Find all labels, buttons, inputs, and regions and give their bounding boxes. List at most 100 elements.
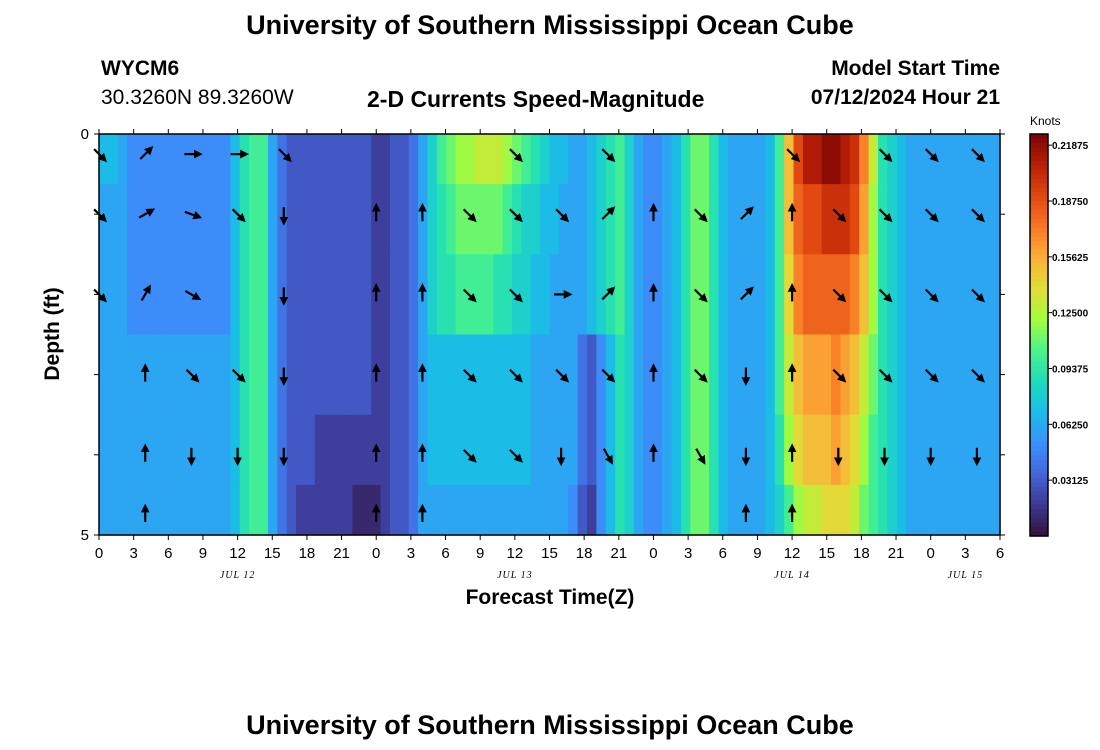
heatmap-cell xyxy=(849,254,860,336)
heatmap-cell xyxy=(680,134,691,185)
heatmap-cell xyxy=(793,334,804,416)
heatmap-cell xyxy=(596,334,607,416)
colorbar-segment xyxy=(1030,500,1048,506)
current-arrow xyxy=(555,208,570,223)
heatmap-cell xyxy=(136,184,147,255)
heatmap-cell xyxy=(981,134,992,185)
heatmap-cell xyxy=(831,254,842,336)
heatmap-cell xyxy=(859,254,870,336)
heatmap-cell xyxy=(652,134,663,185)
current-arrow xyxy=(878,148,893,163)
heatmap-cell xyxy=(709,254,720,336)
heatmap-cell xyxy=(596,184,607,255)
heatmap-cell xyxy=(990,134,1001,185)
heatmap-cell xyxy=(962,254,973,336)
heatmap-cell xyxy=(962,184,973,255)
heatmap-cell xyxy=(962,134,973,185)
heatmap-cell xyxy=(389,484,400,536)
heatmap-cell xyxy=(108,414,119,486)
heatmap-cell xyxy=(352,184,363,255)
heatmap-cell xyxy=(145,254,156,336)
colorbar-segment xyxy=(1030,486,1048,492)
heatmap-cell xyxy=(296,254,307,336)
heatmap-cell xyxy=(727,414,738,486)
colorbar-segment xyxy=(1030,156,1048,162)
colorbar-segment xyxy=(1030,312,1048,318)
heatmap-cell xyxy=(840,134,851,185)
heatmap-cell xyxy=(155,254,166,336)
heatmap-cell xyxy=(389,254,400,336)
heatmap-cell xyxy=(258,334,269,416)
heatmap-cell xyxy=(343,484,354,536)
heatmap-cell xyxy=(352,484,363,536)
heatmap-cell xyxy=(530,334,541,416)
heatmap-cell xyxy=(953,134,964,185)
colorbar-segment xyxy=(1030,388,1048,394)
heatmap-cell xyxy=(877,254,888,336)
colorbar-segment xyxy=(1030,379,1048,385)
heatmap-cell xyxy=(352,134,363,185)
colorbar-segment xyxy=(1030,317,1048,323)
heatmap-cell xyxy=(615,134,626,185)
heatmap-cell xyxy=(389,334,400,416)
colorbar-segment xyxy=(1030,397,1048,403)
heatmap-cell xyxy=(108,484,119,536)
heatmap-cell xyxy=(652,184,663,255)
heatmap-cell xyxy=(680,184,691,255)
heatmap-cell xyxy=(859,334,870,416)
heatmap-cell xyxy=(962,414,973,486)
heatmap-cell xyxy=(333,414,344,486)
heatmap-cell xyxy=(558,184,569,255)
x-tick-label: 18 xyxy=(853,545,870,562)
heatmap-cell xyxy=(727,254,738,336)
colorbar-frame xyxy=(1029,133,1049,537)
heatmap-cell xyxy=(680,334,691,416)
heatmap-cell xyxy=(680,414,691,486)
heatmap-cell xyxy=(990,484,1001,536)
heatmap-cell xyxy=(906,334,917,416)
heatmap-cell xyxy=(436,254,447,336)
x-tick-label: 9 xyxy=(476,545,484,562)
heatmap-cell xyxy=(821,334,832,416)
heatmap-cell xyxy=(427,134,438,185)
heatmap-cell xyxy=(774,484,785,536)
heatmap-cell xyxy=(108,334,119,416)
colorbar-segment xyxy=(1030,491,1048,497)
heatmap-cell xyxy=(568,254,579,336)
heatmap-cell xyxy=(727,334,738,416)
heatmap-cell xyxy=(971,184,982,255)
colorbar-segment xyxy=(1030,250,1048,256)
heatmap-cell xyxy=(436,334,447,416)
heatmap-cell xyxy=(155,484,166,536)
current-arrow xyxy=(184,210,203,220)
heatmap-cell xyxy=(671,484,682,536)
heatmap-cell xyxy=(267,184,278,255)
heatmap-cell xyxy=(662,414,673,486)
heatmap-cell xyxy=(840,334,851,416)
colorbar-segment xyxy=(1030,513,1048,519)
current-arrow xyxy=(509,208,523,223)
heatmap-cell xyxy=(802,254,813,336)
heatmap-cell xyxy=(418,134,429,185)
colorbar-segment xyxy=(1030,366,1048,372)
heatmap-cell xyxy=(408,334,419,416)
heatmap-cell xyxy=(906,254,917,336)
heatmap-cell xyxy=(493,414,504,486)
heatmap-cell xyxy=(145,134,156,185)
heatmap-cell xyxy=(493,484,504,536)
heatmap-cell xyxy=(314,414,325,486)
heatmap-cell xyxy=(277,334,288,416)
heatmap-cell xyxy=(887,334,898,416)
heatmap-cell xyxy=(718,184,729,255)
current-arrow xyxy=(278,148,292,163)
heatmap-cell xyxy=(568,184,579,255)
heatmap-cell xyxy=(821,184,832,255)
current-arrow xyxy=(693,208,708,223)
heatmap-cell xyxy=(258,414,269,486)
heatmap-cell xyxy=(690,254,701,336)
heatmap-cell xyxy=(896,184,907,255)
heatmap-cell xyxy=(183,484,194,536)
heatmap-cell xyxy=(915,484,926,536)
heatmap-cell xyxy=(568,134,579,185)
heatmap-cell xyxy=(981,484,992,536)
